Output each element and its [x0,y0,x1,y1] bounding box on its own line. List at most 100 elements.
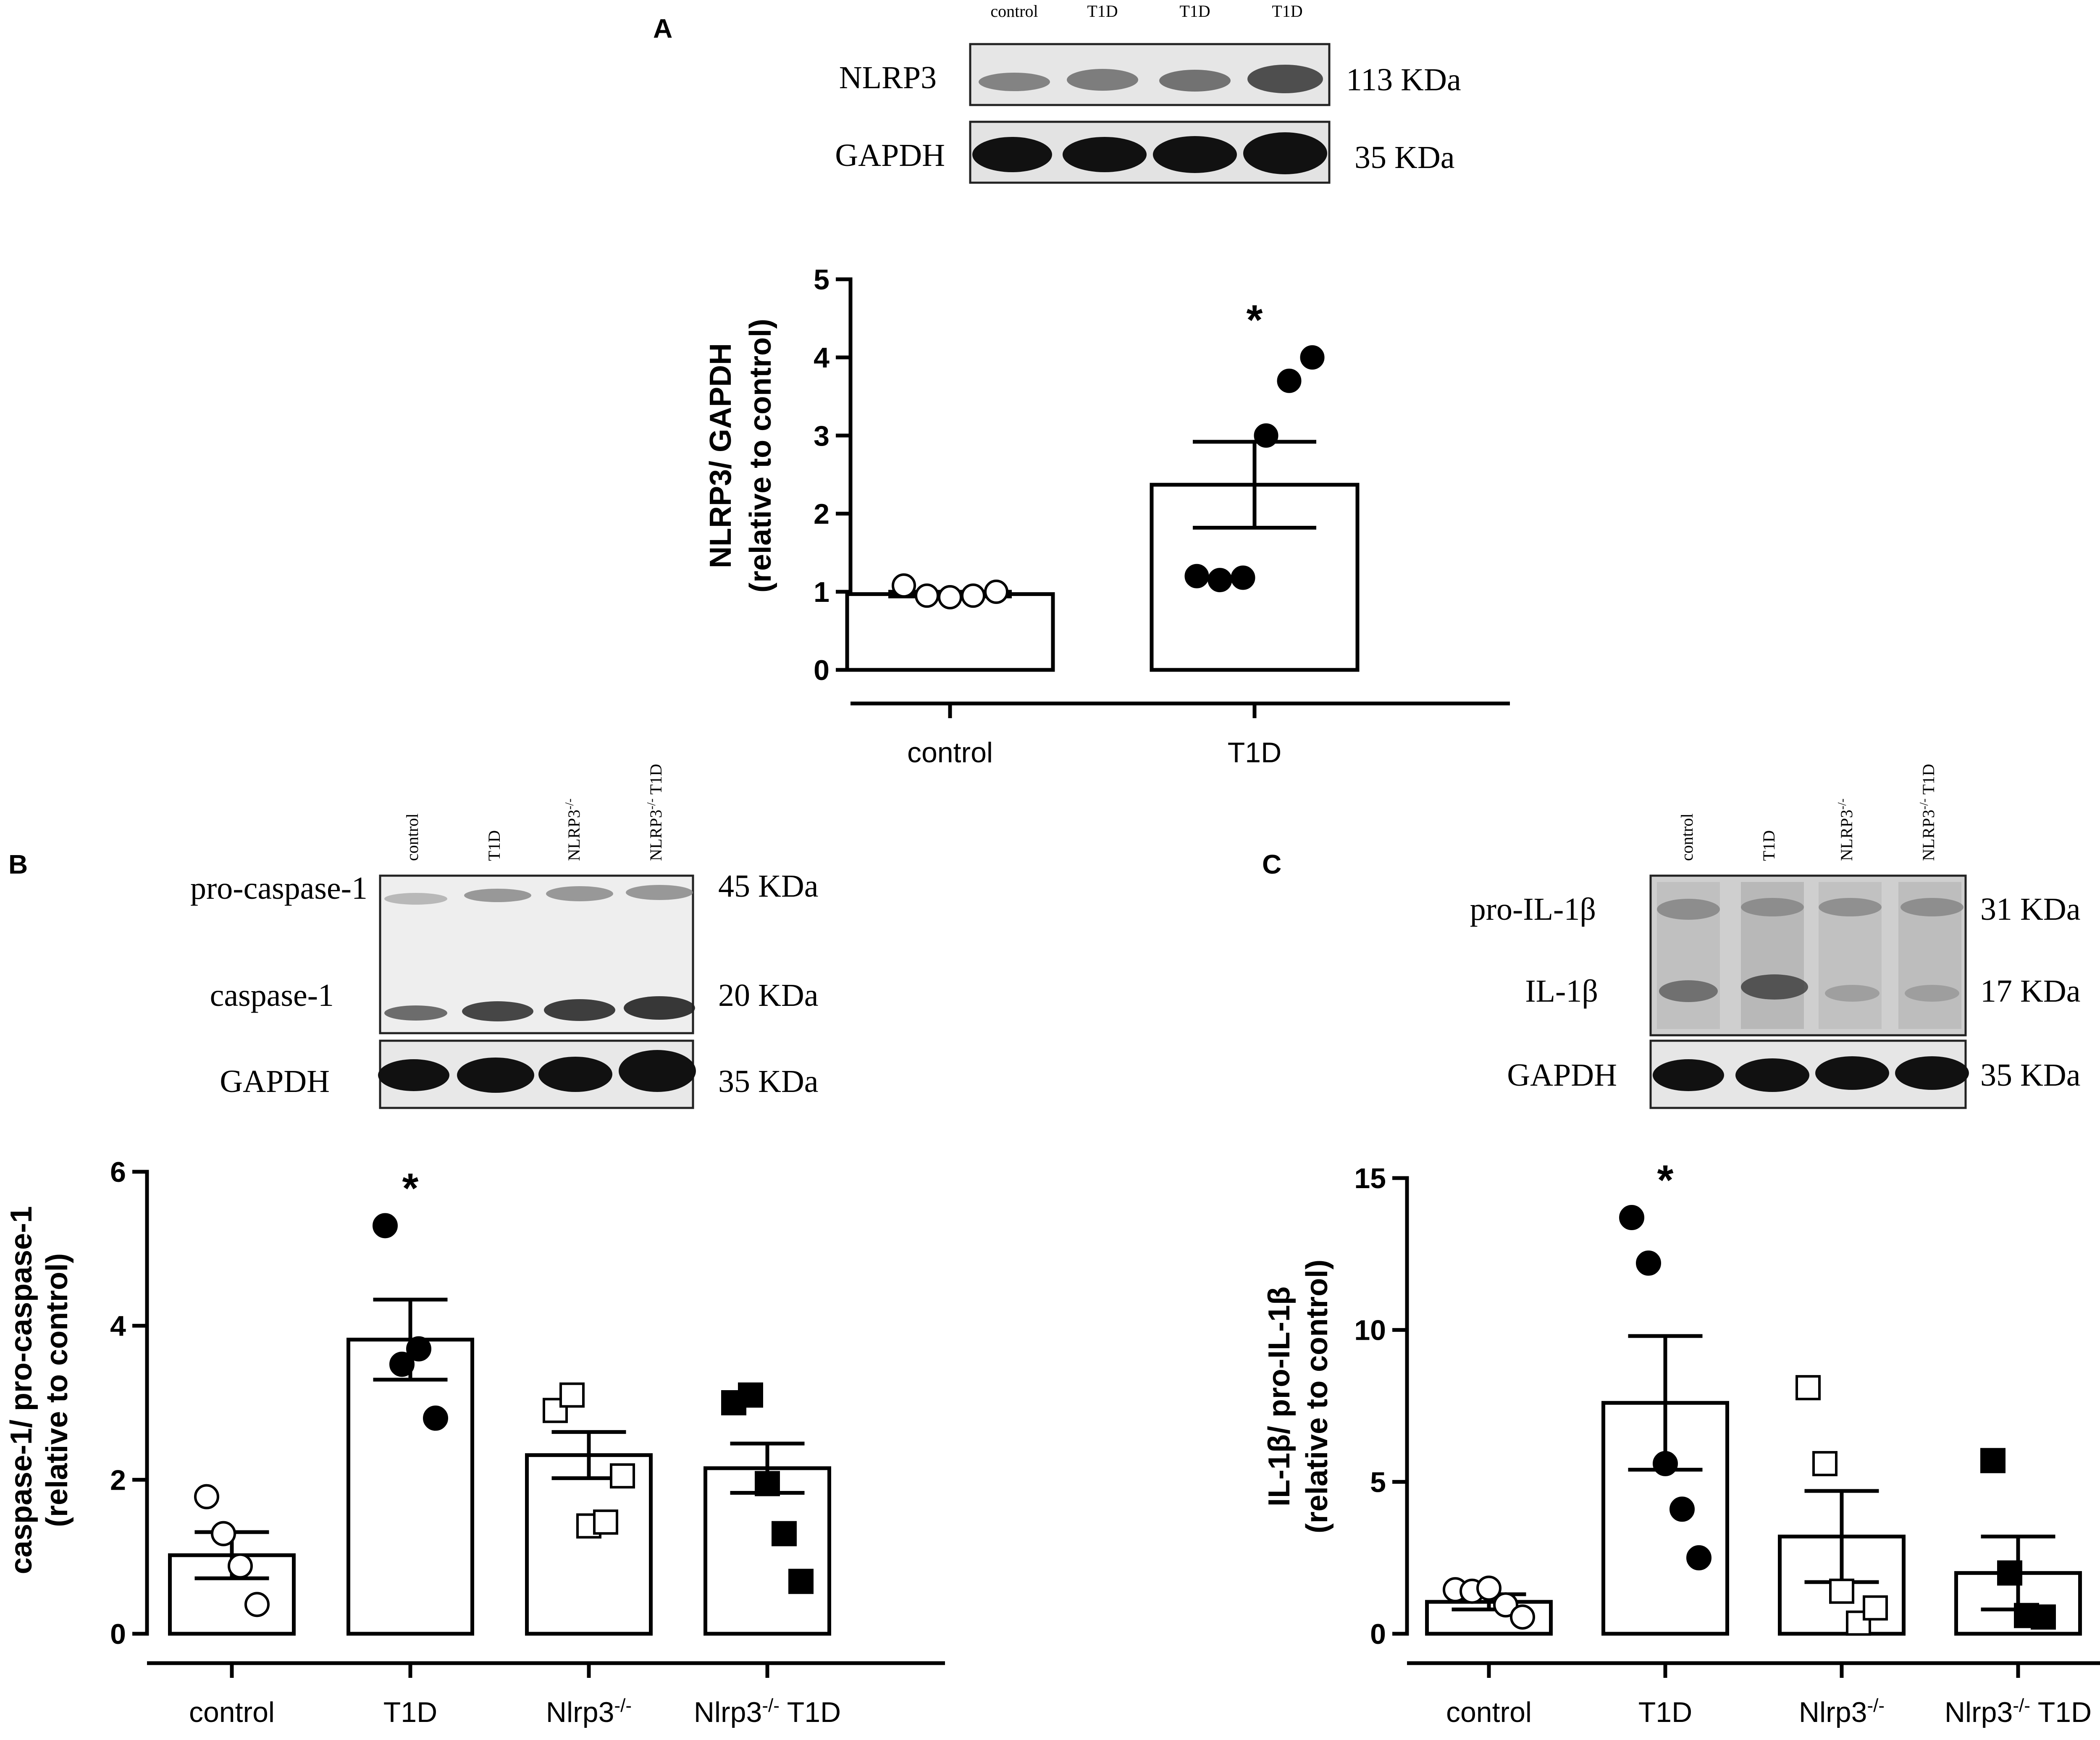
data-point [389,1352,415,1377]
chart-b-plot: 0 2 4 6 control T1D * Nlrp3-/- Nlrp3-/- T1D [110,1156,945,1728]
blot-b-lane-label: NLRP3-/- T1D [645,764,666,861]
blot-a-lane-label: T1D [1087,2,1118,21]
blot-c-protein-label: GAPDH [1507,1058,1617,1093]
x-tick-label: control [907,737,993,769]
blot-a-size-label: 35 KDa [1354,140,1455,175]
band [546,886,613,901]
band [378,1059,449,1091]
data-point [1277,368,1302,393]
band [1063,137,1147,172]
band [1825,985,1880,1002]
blot-c-protein-label: pro-IL-1β [1470,892,1596,927]
x-tick-label: Nlrp3-/- [1799,1695,1885,1729]
data-point [1636,1250,1661,1276]
chart-b: caspase-1/ pro-caspase-1 (relative to co… [5,1156,945,1728]
blot-a-lane-label: T1D [1272,2,1302,21]
x-tick-label: T1D [1638,1696,1692,1728]
data-point [938,585,962,610]
blot-c-lane-label: control [1677,814,1696,861]
significance-label: * [402,1165,419,1212]
band [979,73,1050,91]
chart-b-ylabel: (relative to control) [40,1253,74,1527]
data-point [1796,1375,1821,1401]
chart-c-plot: 0 5 10 15 control T1D * Nlrp3-/- Nlrp3-/- T1D [1354,1157,2100,1728]
blot-b-lane-label: NLRP3-/- [563,798,584,861]
blot-a-protein-label: GAPDH [835,138,945,173]
y-tick-label: 2 [814,498,830,530]
blot-b-lane-label: T1D [485,830,504,861]
panel-c-letter: C [1262,849,1281,879]
blot-a-protein-label: NLRP3 [839,60,937,95]
panel-b: B control T1D NLRP3-/- NLRP3-/- T1D pro-… [5,764,945,1728]
band [624,996,695,1020]
chart-a-plot: 0 1 2 3 4 5 control T1D * [814,264,1510,769]
y-tick-label: 4 [110,1310,126,1342]
data-point [228,1553,253,1579]
band [1067,69,1138,91]
data-point [1510,1604,1535,1630]
y-tick-label: 1 [814,576,830,608]
blot-c-size-label: 31 KDa [1980,892,2081,927]
band [464,889,531,902]
band [1153,136,1237,173]
blot-c-protein-label: IL-1β [1525,974,1598,1009]
data-point [1300,345,1325,370]
blot-c-lane-label: NLRP3-/- T1D [1918,764,1938,861]
data-point [1653,1451,1678,1476]
data-point [593,1509,618,1535]
x-tick-label: Nlrp3-/- [546,1695,632,1729]
chart-c-ylabel: IL-1β/ pro-IL-1β [1263,1286,1296,1506]
data-point [244,1592,270,1617]
panel-a-letter: A [653,13,672,44]
data-point [738,1382,763,1408]
data-point [1829,1578,1854,1604]
data-point [559,1382,585,1408]
chart-a-ylabel: NLRP3/ GAPDH [704,343,738,568]
y-tick-label: 0 [814,654,830,686]
band [1741,974,1808,1000]
blot-c-size-label: 35 KDa [1980,1058,2081,1093]
data-point [1670,1496,1695,1522]
data-point [373,1213,398,1239]
blot-c-lane-label: NLRP3-/- [1836,798,1856,861]
blot-b-size-label: 20 KDa [718,978,819,1013]
data-point [984,580,1008,604]
data-point [1980,1448,2006,1473]
data-point [1254,423,1278,448]
data-point [755,1471,780,1496]
data-point [406,1336,431,1362]
significance-label: * [1247,297,1263,344]
band [1819,898,1882,916]
x-tick-label: T1D [1228,737,1281,769]
data-point [1184,564,1209,588]
band [384,893,447,905]
band [384,1005,447,1021]
band [1735,1058,1809,1092]
y-tick-label: 10 [1354,1315,1386,1346]
blot-b-protein-label: GAPDH [220,1064,330,1099]
x-tick-label: control [1446,1696,1532,1728]
x-tick-label: Nlrp3-/- T1D [1945,1695,2092,1729]
data-point [610,1463,635,1489]
band [1659,980,1718,1002]
band [626,885,693,900]
band [1905,985,1959,1002]
chart-c-ylabel: (relative to control) [1300,1260,1334,1533]
data-point [915,583,939,608]
data-point [1812,1451,1838,1476]
panel-c: C control T1D NLRP3-/- NLRP3-/- T1D [1262,764,2100,1728]
band [1900,898,1964,916]
blot-a-lane-label: T1D [1179,2,1210,21]
band [462,1001,533,1021]
band [1159,70,1231,92]
data-point [2031,1604,2056,1630]
blot-c-lane-label: T1D [1759,830,1778,861]
chart-c: IL-1β/ pro-IL-1β (relative to control) 0… [1263,1157,2100,1728]
blot-b: control T1D NLRP3-/- NLRP3-/- T1D pro-ca… [190,764,819,1109]
band [1653,1059,1724,1091]
data-point [1476,1575,1502,1601]
data-point [788,1569,814,1594]
band [619,1050,696,1092]
blot-b-size-label: 45 KDa [718,869,819,904]
